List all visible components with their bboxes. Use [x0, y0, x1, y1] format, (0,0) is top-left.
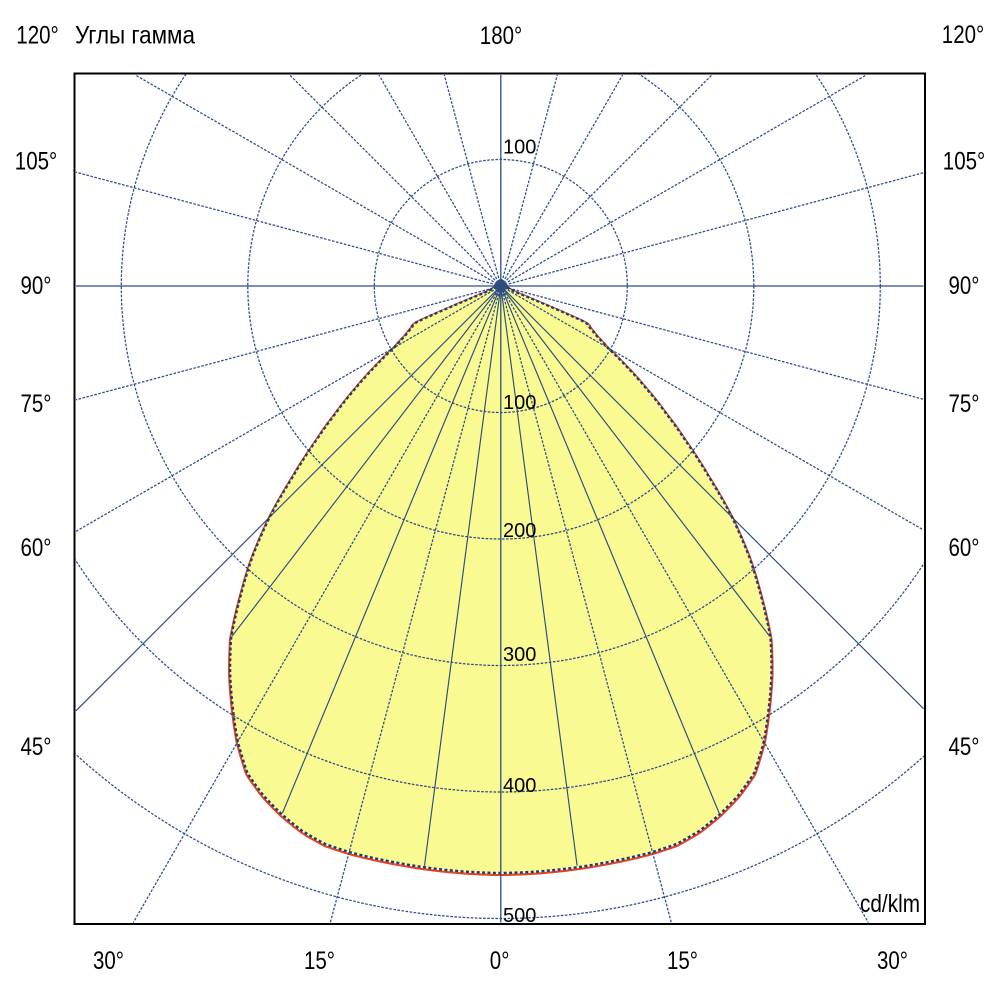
svg-text:60°: 60° — [949, 534, 980, 562]
svg-text:15°: 15° — [667, 947, 698, 975]
svg-text:45°: 45° — [21, 733, 52, 761]
svg-text:300: 300 — [503, 644, 536, 666]
svg-text:500: 500 — [503, 905, 536, 927]
svg-text:60°: 60° — [21, 534, 52, 562]
svg-text:45°: 45° — [949, 733, 980, 761]
svg-text:0°: 0° — [490, 947, 510, 975]
svg-text:75°: 75° — [949, 390, 980, 418]
svg-text:180°: 180° — [480, 22, 522, 50]
svg-text:75°: 75° — [21, 390, 52, 418]
svg-text:15°: 15° — [304, 947, 335, 975]
svg-text:105°: 105° — [15, 148, 57, 176]
svg-text:400: 400 — [503, 775, 536, 797]
svg-text:cd/klm: cd/klm — [860, 890, 920, 918]
svg-text:Углы гамма: Углы гамма — [75, 22, 195, 50]
svg-text:120°: 120° — [942, 21, 984, 49]
svg-text:90°: 90° — [21, 272, 52, 300]
svg-text:100: 100 — [503, 137, 536, 159]
svg-text:120°: 120° — [16, 22, 58, 50]
svg-text:105°: 105° — [943, 148, 985, 176]
svg-text:30°: 30° — [877, 947, 908, 975]
svg-text:200: 200 — [503, 520, 536, 542]
svg-text:30°: 30° — [93, 947, 124, 975]
svg-text:90°: 90° — [949, 272, 980, 300]
svg-text:100: 100 — [503, 392, 536, 414]
